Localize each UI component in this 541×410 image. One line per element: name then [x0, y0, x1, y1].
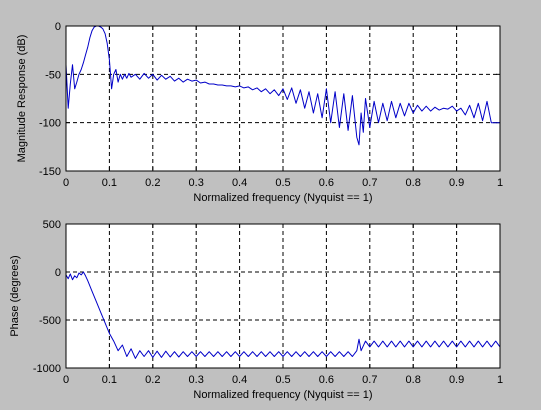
y-tick-label: 0 — [55, 267, 61, 279]
x-tick-label: 0.6 — [319, 374, 334, 386]
phase-axes: 0 0.1 0.2 0.3 0.4 0.5 0.6 0.7 0.8 0.9 1 500 0 -500 -10… — [9, 219, 503, 401]
x-tick-label: 0.9 — [449, 374, 464, 386]
series-line — [65, 271, 501, 359]
y-tick-label: -150 — [39, 166, 61, 178]
x-tick-label: 0.1 — [102, 374, 117, 386]
axes-frame — [65, 25, 501, 172]
x-tick-label: 0.9 — [449, 177, 464, 189]
x-tick-label: 0.8 — [406, 374, 421, 386]
x-tick-label: 0.8 — [406, 177, 421, 189]
x-tick-label: 0 — [63, 374, 69, 386]
y-tick-label: -100 — [39, 118, 61, 130]
x-tick-label: 0.5 — [275, 177, 290, 189]
y-axis-label: Magnitude Response (dB) — [16, 35, 28, 163]
x-tick-label: 0.4 — [232, 177, 247, 189]
x-tick-label: 1 — [497, 177, 503, 189]
x-tick-label: 1 — [497, 374, 503, 386]
x-tick-label: 0.7 — [362, 374, 377, 386]
x-tick-label: 0.2 — [145, 374, 160, 386]
y-tick-label: -1000 — [33, 363, 61, 375]
x-tick-label: 0.7 — [362, 177, 377, 189]
x-tick-label: 0.3 — [189, 374, 204, 386]
x-tick-label: 0 — [63, 177, 69, 189]
x-tick-label: 0.6 — [319, 177, 334, 189]
x-axis-label: Normalized frequency (Nyquist == 1) — [193, 389, 372, 401]
y-tick-label: 0 — [55, 21, 61, 33]
x-tick-label: 0.1 — [102, 177, 117, 189]
axes-frame — [65, 223, 501, 369]
series-line — [65, 25, 500, 146]
magnitude-axes: 0 0.1 0.2 0.3 0.4 0.5 0.6 0.7 0.8 0.9 1 0 -50 -100 -15… — [16, 21, 503, 204]
x-tick-label: 0.3 — [189, 177, 204, 189]
x-tick-label: 0.5 — [275, 374, 290, 386]
y-tick-label: -500 — [39, 315, 61, 327]
y-tick-label: -50 — [45, 69, 61, 81]
y-tick-label: 500 — [43, 219, 61, 231]
x-tick-label: 0.4 — [232, 374, 247, 386]
y-axis-label: Phase (degrees) — [9, 255, 21, 336]
x-tick-label: 0.2 — [145, 177, 160, 189]
x-axis-label: Normalized frequency (Nyquist == 1) — [193, 192, 372, 204]
